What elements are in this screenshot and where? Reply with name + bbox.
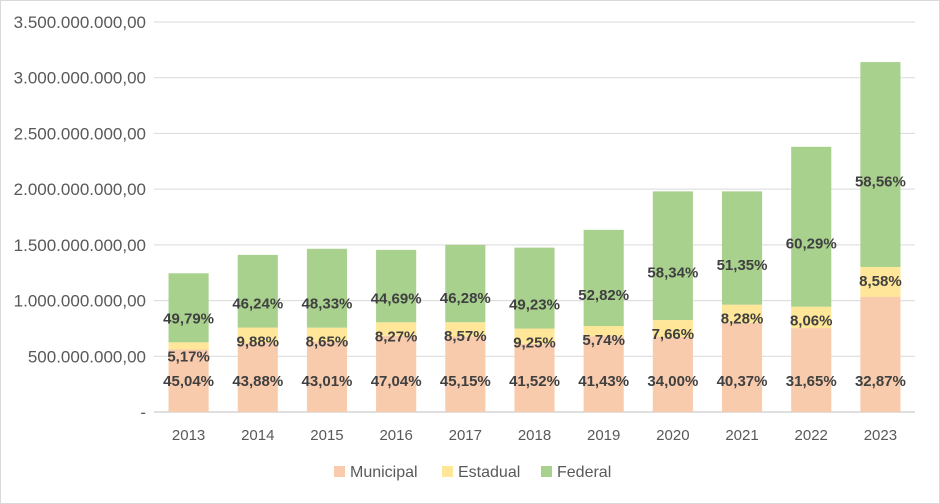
data-label-federal-2023: 58,56% — [855, 174, 906, 191]
data-label-municipal-2017: 45,15% — [440, 373, 491, 390]
x-tick-label: 2017 — [449, 427, 482, 444]
bar-municipal-2017 — [445, 336, 486, 412]
bar-federal-2013 — [168, 273, 209, 343]
bar-municipal-2022 — [791, 328, 832, 412]
data-label-estadual-2017: 8,57% — [444, 328, 487, 345]
bar-municipal-2014 — [237, 343, 278, 412]
x-tick-label: 2018 — [518, 427, 551, 444]
data-label-federal-2013: 49,79% — [163, 310, 214, 327]
bar-municipal-2016 — [376, 335, 417, 412]
data-label-municipal-2015: 43,01% — [302, 373, 353, 390]
bar-federal-2017 — [445, 244, 486, 323]
bar-estadual-2013 — [168, 342, 209, 350]
legend-label-municipal: Municipal — [350, 464, 418, 481]
data-label-federal-2017: 46,28% — [440, 290, 491, 307]
data-label-municipal-2019: 41,43% — [578, 373, 629, 390]
legend-label-federal: Federal — [557, 464, 611, 481]
gridlines — [154, 21, 915, 413]
y-tick-label: 2.500.000.000,00 — [14, 124, 146, 143]
data-label-federal-2016: 44,69% — [371, 290, 422, 307]
y-tick-label: 3.000.000.000,00 — [14, 69, 146, 88]
bar-estadual-2017 — [445, 322, 486, 337]
data-label-municipal-2013: 45,04% — [163, 373, 214, 390]
bar-municipal-2019 — [583, 336, 624, 412]
data-label-estadual-2019: 5,74% — [582, 332, 625, 349]
x-tick-label: 2013 — [172, 427, 205, 444]
bar-estadual-2018 — [514, 328, 555, 344]
data-label-federal-2020: 58,34% — [647, 265, 698, 282]
x-tick-label: 2014 — [241, 427, 274, 444]
data-label-municipal-2014: 43,88% — [232, 373, 283, 390]
x-tick-label: 2016 — [379, 427, 412, 444]
bar-federal-2021 — [721, 191, 763, 305]
bar-estadual-2023 — [860, 266, 901, 297]
y-tick-label: 1.500.000.000,00 — [14, 236, 146, 255]
bar-federal-2019 — [583, 229, 624, 327]
bar-estadual-2015 — [306, 327, 348, 342]
bar-federal-2015 — [306, 248, 348, 328]
bar-estadual-2022 — [791, 306, 832, 329]
data-label-estadual-2023: 8,58% — [859, 273, 902, 290]
data-label-municipal-2018: 41,52% — [509, 373, 560, 390]
legend-label-estadual: Estadual — [458, 464, 520, 481]
y-axis-tick-labels: - 500.000.000,00 1.000.000.000,00 1.500.000… — [14, 13, 146, 422]
bar-municipal-2023 — [860, 296, 901, 412]
data-label-federal-2021: 51,35% — [717, 257, 768, 274]
data-label-municipal-2021: 40,37% — [717, 373, 768, 390]
y-tick-label: 1.000.000.000,00 — [14, 292, 146, 311]
bar-federal-2018 — [514, 247, 555, 329]
legend-swatch-federal — [541, 466, 552, 477]
legend-swatch-municipal — [334, 466, 345, 477]
bar-federal-2016 — [376, 249, 417, 323]
data-label-estadual-2020: 7,66% — [652, 326, 695, 343]
y-tick-label: 2.000.000.000,00 — [14, 180, 146, 199]
data-label-federal-2022: 60,29% — [786, 236, 837, 253]
bar-estadual-2021 — [721, 304, 763, 323]
x-tick-label: 2015 — [310, 427, 343, 444]
bar-federal-2022 — [791, 146, 832, 307]
x-tick-label: 2022 — [795, 427, 828, 444]
data-label-estadual-2018: 9,25% — [513, 335, 556, 352]
data-label-municipal-2023: 32,87% — [855, 373, 906, 390]
x-tick-label: 2019 — [587, 427, 620, 444]
data-label-federal-2019: 52,82% — [578, 287, 629, 304]
data-label-federal-2015: 48,33% — [302, 296, 353, 313]
legend-swatch-estadual — [442, 466, 453, 477]
x-tick-label: 2020 — [656, 427, 689, 444]
data-label-estadual-2014: 9,88% — [236, 334, 279, 351]
bar-federal-2020 — [652, 191, 693, 321]
bar-estadual-2016 — [376, 322, 417, 336]
bar-municipal-2021 — [721, 322, 763, 412]
data-label-estadual-2013: 5,17% — [167, 348, 210, 365]
data-label-municipal-2022: 31,65% — [786, 373, 837, 390]
data-label-estadual-2016: 8,27% — [375, 328, 418, 345]
bar-municipal-2013 — [168, 349, 209, 412]
data-label-estadual-2015: 8,65% — [306, 334, 349, 351]
x-axis-tick-labels: 2013 2014 2015 2016 2017 2018 2019 2020 2021 2022… — [172, 427, 897, 444]
bar-municipal-2018 — [514, 343, 555, 412]
bar-federal-2023 — [860, 62, 901, 267]
y-tick-label: 3.500.000.000,00 — [14, 13, 146, 32]
data-label-estadual-2021: 8,28% — [721, 311, 764, 328]
bar-municipal-2020 — [652, 336, 693, 412]
x-tick-label: 2023 — [864, 427, 897, 444]
bar-federal-2014 — [237, 254, 278, 328]
x-tick-label: 2021 — [725, 427, 758, 444]
data-label-federal-2014: 46,24% — [232, 296, 283, 313]
data-label-municipal-2016: 47,04% — [371, 373, 422, 390]
data-label-federal-2018: 49,23% — [509, 297, 560, 314]
bar-estadual-2020 — [652, 320, 693, 337]
bars — [168, 62, 901, 412]
legend: Municipal Estadual Federal — [334, 464, 611, 481]
bar-estadual-2019 — [583, 326, 624, 337]
bar-estadual-2014 — [237, 327, 278, 344]
data-label-estadual-2022: 8,06% — [790, 313, 833, 330]
data-labels: 45,04% 5,17% 49,79% 43,88% 9,88% 46,24% 43,01%… — [163, 174, 906, 390]
data-label-municipal-2020: 34,00% — [647, 373, 698, 390]
y-tick-label: - — [140, 403, 146, 422]
bar-municipal-2015 — [306, 341, 348, 412]
y-tick-label: 500.000.000,00 — [28, 347, 146, 366]
